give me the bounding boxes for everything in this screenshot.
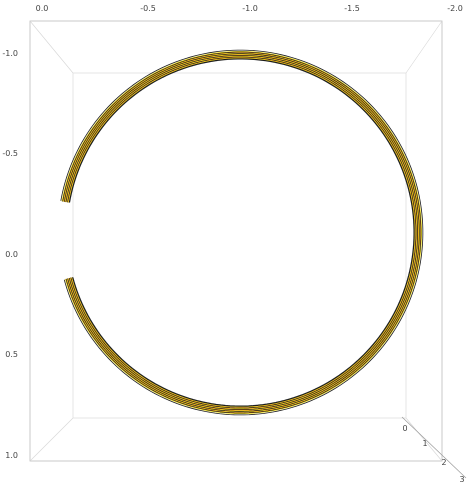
left-tick-label: -1.0	[2, 49, 18, 58]
left-tick-label: 0.0	[5, 250, 18, 259]
frame-edge-tl	[29, 20, 74, 74]
outer-frame	[29, 20, 443, 462]
top-axis: 0.0 -0.5 -1.0 -1.5 -2.0	[36, 4, 463, 13]
left-tick-label: -0.5	[2, 149, 18, 158]
ribbon-strand	[62, 52, 421, 413]
top-tick-label: -1.5	[344, 4, 360, 13]
frame-edge-bl	[29, 417, 74, 462]
top-tick-label: 0.0	[36, 4, 49, 13]
top-tick-label: -1.0	[242, 4, 258, 13]
ribbon-strand	[68, 57, 416, 408]
ribbon-edge	[60, 49, 424, 416]
ribbon-strand	[64, 53, 420, 412]
ribbon-strand	[63, 53, 420, 412]
depth-tick-label: 3	[459, 475, 464, 484]
ribbon-strand	[67, 57, 416, 409]
depth-axis-line	[401, 416, 467, 479]
frame-edge-br	[405, 417, 443, 462]
back-frame	[72, 72, 407, 419]
ribbon-strand	[63, 52, 421, 413]
ribbon-strand	[68, 58, 415, 408]
top-tick-label: -0.5	[140, 4, 156, 13]
ribbon-strand	[61, 50, 423, 415]
top-tick-label: -2.0	[447, 4, 463, 13]
ribbon-strand	[65, 55, 418, 410]
ribbon-strand	[65, 54, 419, 411]
ribbon-strand	[66, 55, 418, 410]
depth-tick-label: 1	[422, 439, 427, 448]
ribbon-strand	[66, 56, 417, 409]
ribbon-edge	[69, 58, 415, 407]
ribbon-strand	[64, 54, 419, 411]
left-tick-label: 0.5	[5, 350, 18, 359]
left-axis: -1.0 -0.5 0.0 0.5 1.0	[2, 49, 18, 460]
frame-edge-tr	[405, 20, 443, 74]
left-tick-label: 1.0	[5, 451, 18, 460]
depth-tick-label: 0	[402, 424, 407, 433]
depth-tick-label: 2	[441, 458, 446, 467]
depth-axis: 0 1 2 3	[401, 416, 467, 484]
spiral-ribbon	[60, 49, 424, 416]
ribbon-strand	[62, 51, 422, 414]
